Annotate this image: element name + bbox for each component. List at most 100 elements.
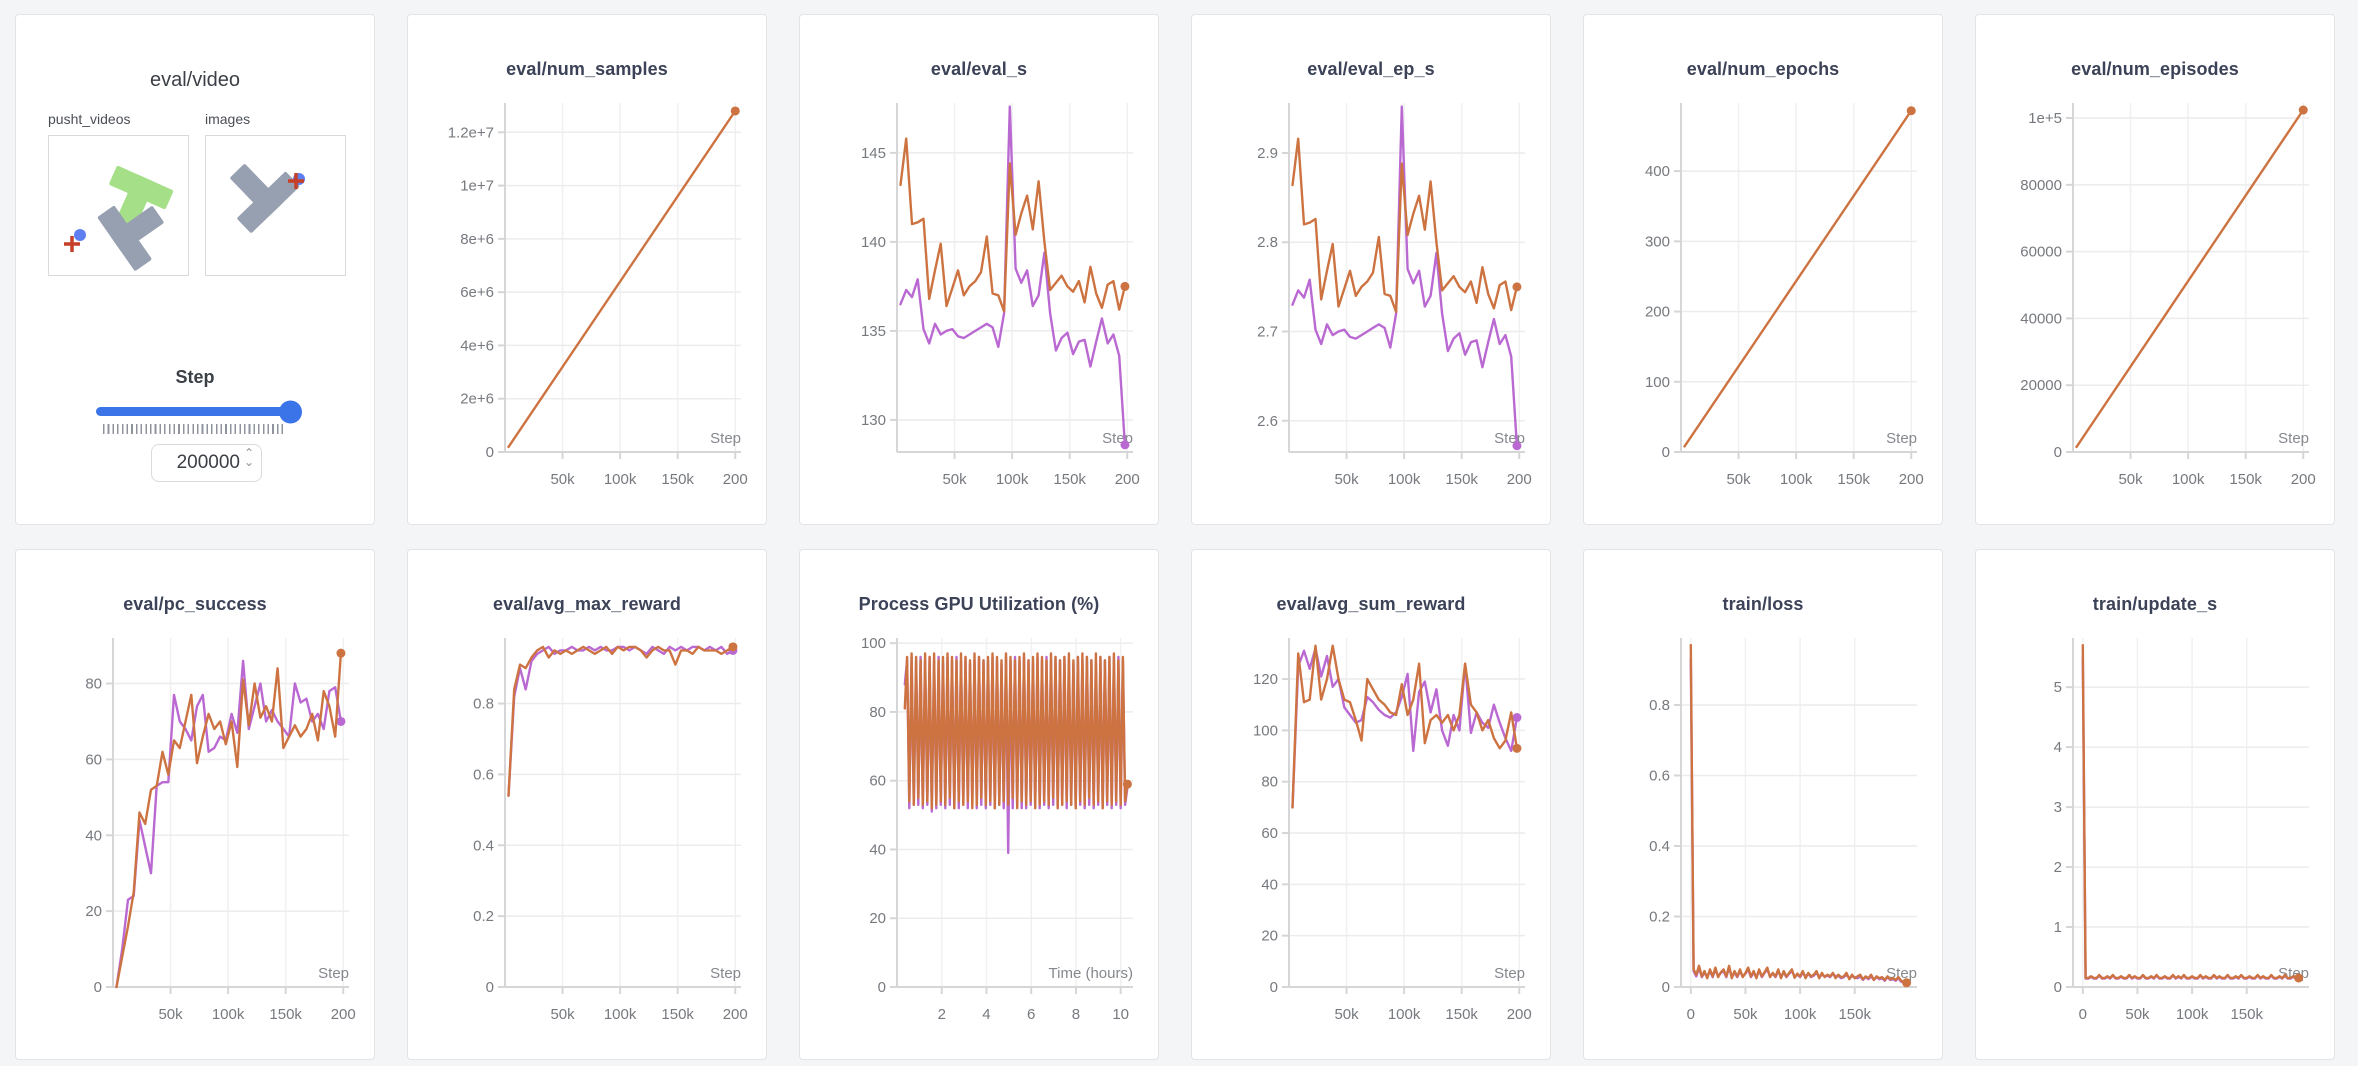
svg-text:2.7: 2.7 xyxy=(1257,324,1278,341)
step-slider-label: Step xyxy=(175,367,215,387)
chart-title: eval/num_episodes xyxy=(2071,59,2239,79)
panel-eval-num-samples: eval/num_samples 0 2e+6 4e+6 6e+6 8e+6 1e+7 1.… xyxy=(407,14,767,525)
step-input[interactable]: ⌃⌄ xyxy=(151,444,262,482)
image-thumbnail[interactable] xyxy=(205,135,346,276)
chart-canvas-avg-max-reward[interactable]: 0 0.2 0.4 0.6 0.8 50k 100k 150k 200 Step xyxy=(408,550,767,1060)
chart-canvas-num-episodes[interactable]: 0 20000 40000 60000 80000 1e+5 50k 100k 150k 200 S… xyxy=(1976,15,2335,525)
svg-text:0: 0 xyxy=(94,979,102,996)
video-panel-title: eval/video xyxy=(149,69,241,91)
video-thumbnail[interactable] xyxy=(48,135,189,276)
media-label: pusht_videos xyxy=(48,111,131,127)
svg-text:6e+6: 6e+6 xyxy=(460,284,494,301)
svg-text:300: 300 xyxy=(1645,233,1670,250)
svg-text:8e+6: 8e+6 xyxy=(460,231,494,248)
spinner-up-icon[interactable]: ⌃ xyxy=(243,446,254,460)
pusht-image-icon xyxy=(230,164,305,233)
svg-text:1: 1 xyxy=(2054,919,2062,936)
svg-text:40: 40 xyxy=(1261,876,1278,893)
svg-text:0: 0 xyxy=(1662,979,1670,996)
svg-text:50k: 50k xyxy=(550,1006,575,1023)
media-label: images xyxy=(205,111,251,127)
chart-canvas-num-samples[interactable]: 0 2e+6 4e+6 6e+6 8e+6 1e+7 1.2e+7 50k 100k 150k 20… xyxy=(408,15,767,525)
svg-text:100: 100 xyxy=(1253,722,1278,739)
svg-text:50k: 50k xyxy=(550,471,575,488)
svg-text:0.2: 0.2 xyxy=(473,908,494,925)
svg-text:5: 5 xyxy=(2054,679,2062,696)
svg-text:80: 80 xyxy=(869,704,886,721)
step-spinner[interactable]: ⌃ ⌄ xyxy=(243,446,254,469)
svg-text:0.4: 0.4 xyxy=(473,837,494,854)
chart-canvas-avg-sum-reward[interactable]: 0 20 40 60 80 100 120 50k 100k 150k 200 Step xyxy=(1192,550,1551,1060)
chart-title: eval/avg_sum_reward xyxy=(1276,594,1466,614)
chart-canvas-gpu-utilization[interactable]: 0 20 40 60 80 100 2 4 6 8 10 Time (hours) xyxy=(800,550,1159,1060)
svg-text:6: 6 xyxy=(1027,1006,1035,1023)
svg-text:4: 4 xyxy=(2054,739,2062,756)
step-slider-thumb[interactable] xyxy=(279,400,302,423)
svg-text:50k: 50k xyxy=(1726,471,1751,488)
svg-text:100k: 100k xyxy=(212,1006,245,1023)
svg-text:100k: 100k xyxy=(1780,471,1813,488)
svg-text:400: 400 xyxy=(1645,163,1670,180)
svg-text:100k: 100k xyxy=(1784,1006,1817,1023)
svg-text:0: 0 xyxy=(2079,1006,2087,1023)
svg-text:2: 2 xyxy=(938,1006,946,1023)
panel-train-update-s: train/update_s 0 1 2 3 4 5 0 50k 100k 150k Step xyxy=(1975,549,2335,1060)
svg-text:0: 0 xyxy=(486,979,494,996)
svg-text:20000: 20000 xyxy=(2020,377,2062,394)
svg-text:0.4: 0.4 xyxy=(1649,838,1670,855)
chart-canvas-num-epochs[interactable]: 0 100 200 300 400 50k 100k 150k 200 Step xyxy=(1584,15,1943,525)
svg-text:Step: Step xyxy=(710,430,741,447)
svg-text:0: 0 xyxy=(2054,979,2062,996)
svg-text:200: 200 xyxy=(723,471,748,488)
svg-text:Step: Step xyxy=(1494,965,1525,982)
chart-canvas-pc-success[interactable]: 0 20 40 60 80 50k 100k 150k 200 Step xyxy=(16,550,375,1060)
panel-eval-num-episodes: eval/num_episodes 0 20000 40000 60000 80000 1… xyxy=(1975,14,2335,525)
svg-text:200: 200 xyxy=(1115,471,1140,488)
svg-text:60: 60 xyxy=(1261,825,1278,842)
panel-eval-avg-sum-reward: eval/avg_sum_reward 0 20 40 60 80 100 120 50k 10… xyxy=(1191,549,1551,1060)
svg-text:140: 140 xyxy=(861,234,886,251)
svg-text:50k: 50k xyxy=(158,1006,183,1023)
chart-title: eval/eval_s xyxy=(930,59,1028,79)
step-slider[interactable] xyxy=(96,400,302,437)
step-input-field[interactable] xyxy=(152,445,240,481)
svg-text:120: 120 xyxy=(1253,671,1278,688)
svg-text:1e+7: 1e+7 xyxy=(460,178,494,195)
svg-text:100k: 100k xyxy=(1388,1006,1421,1023)
svg-text:60: 60 xyxy=(869,773,886,790)
svg-text:200: 200 xyxy=(1507,471,1532,488)
spinner-down-icon[interactable]: ⌄ xyxy=(243,455,254,469)
svg-text:0: 0 xyxy=(1270,979,1278,996)
panel-eval-avg-max-reward: eval/avg_max_reward 0 0.2 0.4 0.6 0.8 50k 100k… xyxy=(407,549,767,1060)
svg-text:200: 200 xyxy=(331,1006,356,1023)
svg-text:100k: 100k xyxy=(2176,1006,2209,1023)
media-row: pusht_videos xyxy=(48,111,346,276)
svg-text:0: 0 xyxy=(1662,444,1670,461)
svg-text:150k: 150k xyxy=(661,471,694,488)
svg-text:150k: 150k xyxy=(1445,1006,1478,1023)
panel-grid: eval/video pusht_videos xyxy=(15,14,2335,1060)
svg-text:200: 200 xyxy=(1645,304,1670,321)
media-images: images xyxy=(205,111,346,276)
svg-text:80000: 80000 xyxy=(2020,177,2062,194)
svg-text:50k: 50k xyxy=(2118,471,2143,488)
svg-text:2: 2 xyxy=(2054,859,2062,876)
svg-text:80: 80 xyxy=(1261,774,1278,791)
svg-text:60: 60 xyxy=(85,751,102,768)
svg-text:40: 40 xyxy=(869,841,886,858)
chart-title: train/update_s xyxy=(2092,594,2218,614)
step-slider-track[interactable] xyxy=(96,400,302,423)
svg-text:50k: 50k xyxy=(1334,1006,1359,1023)
svg-text:1e+5: 1e+5 xyxy=(2028,110,2062,127)
svg-text:150k: 150k xyxy=(1445,471,1478,488)
svg-text:200: 200 xyxy=(2291,471,2316,488)
svg-text:0: 0 xyxy=(878,979,886,996)
svg-text:8: 8 xyxy=(1072,1006,1080,1023)
chart-title: eval/avg_max_reward xyxy=(492,594,682,614)
svg-text:3: 3 xyxy=(2054,799,2062,816)
svg-text:10: 10 xyxy=(1112,1006,1129,1023)
